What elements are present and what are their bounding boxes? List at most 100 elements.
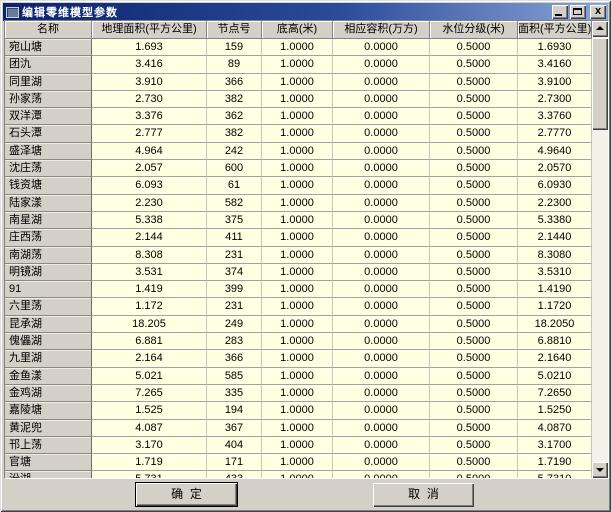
value-cell[interactable]: 0.5000 [430,315,518,334]
value-cell[interactable]: 0.0000 [333,211,430,230]
value-cell[interactable]: 1.0000 [262,298,333,316]
row-name-cell[interactable]: 南星湖 [5,211,92,230]
value-cell[interactable]: 2.164 [92,350,207,368]
value-cell[interactable]: 0.0000 [333,229,430,247]
value-cell[interactable]: 366 [207,350,262,368]
value-cell[interactable]: 231 [207,298,262,316]
value-cell[interactable]: 0.0000 [333,142,430,161]
value-cell[interactable]: 0.5000 [430,108,518,126]
value-cell[interactable]: 1.0000 [262,384,333,403]
value-cell[interactable]: 1.5250 [518,402,592,420]
value-cell[interactable]: 159 [207,39,262,57]
value-cell[interactable]: 0.0000 [333,39,430,57]
value-cell[interactable]: 3.531 [92,263,207,282]
value-cell[interactable]: 1.0000 [262,246,333,264]
value-cell[interactable]: 0.0000 [333,436,430,455]
value-cell[interactable]: 399 [207,281,262,299]
value-cell[interactable]: 6.8810 [518,333,592,351]
value-cell[interactable]: 0.5000 [430,454,518,472]
scroll-down-button[interactable] [592,462,608,478]
value-cell[interactable]: 2.7300 [518,90,592,109]
value-cell[interactable]: 600 [207,160,262,178]
value-cell[interactable]: 0.5000 [430,229,518,247]
value-cell[interactable]: 382 [207,125,262,143]
row-name-cell[interactable]: 陆家漾 [5,194,92,212]
value-cell[interactable]: 3.9100 [518,73,592,91]
value-cell[interactable]: 4.964 [92,142,207,161]
ok-button[interactable]: 确 定 [135,482,238,507]
value-cell[interactable]: 7.2650 [518,384,592,403]
value-cell[interactable]: 0.5000 [430,402,518,420]
value-cell[interactable]: 433 [207,471,262,478]
value-cell[interactable]: 411 [207,229,262,247]
row-name-cell[interactable]: 沈庄荡 [5,160,92,178]
value-cell[interactable]: 1.0000 [262,160,333,178]
value-cell[interactable]: 0.5000 [430,177,518,195]
row-name-cell[interactable]: 金鸡湖 [5,384,92,403]
value-cell[interactable]: 6.881 [92,333,207,351]
value-cell[interactable]: 242 [207,142,262,161]
value-cell[interactable]: 0.0000 [333,281,430,299]
column-header-0[interactable]: 名称 [5,21,92,39]
value-cell[interactable]: 1.719 [92,454,207,472]
value-cell[interactable]: 362 [207,108,262,126]
row-name-cell[interactable]: 昆承湖 [5,315,92,334]
value-cell[interactable]: 0.5000 [430,333,518,351]
value-cell[interactable]: 366 [207,73,262,91]
value-cell[interactable]: 1.0000 [262,402,333,420]
row-name-cell[interactable]: 南湖荡 [5,246,92,264]
row-name-cell[interactable]: 宛山塘 [5,39,92,57]
value-cell[interactable]: 3.4160 [518,56,592,74]
value-cell[interactable]: 4.9640 [518,142,592,161]
value-cell[interactable]: 3.5310 [518,263,592,282]
app-icon[interactable] [6,6,19,18]
value-cell[interactable]: 1.0000 [262,56,333,74]
value-cell[interactable]: 0.5000 [430,194,518,212]
value-cell[interactable]: 0.0000 [333,402,430,420]
row-name-cell[interactable]: 六里荡 [5,298,92,316]
value-cell[interactable]: 1.6930 [518,39,592,57]
value-cell[interactable]: 3.1700 [518,436,592,455]
value-cell[interactable]: 283 [207,333,262,351]
row-name-cell[interactable]: 傀儡湖 [5,333,92,351]
value-cell[interactable]: 0.5000 [430,471,518,478]
row-name-cell[interactable]: 嘉陵塘 [5,402,92,420]
value-cell[interactable]: 374 [207,263,262,282]
value-cell[interactable]: 3.3760 [518,108,592,126]
value-cell[interactable]: 375 [207,211,262,230]
value-cell[interactable]: 0.5000 [430,125,518,143]
row-name-cell[interactable]: 明镜湖 [5,263,92,282]
value-cell[interactable]: 0.5000 [430,211,518,230]
value-cell[interactable]: 1.0000 [262,90,333,109]
value-cell[interactable]: 1.0000 [262,125,333,143]
row-name-cell[interactable]: 黄泥兜 [5,419,92,437]
value-cell[interactable]: 0.5000 [430,436,518,455]
row-name-cell[interactable]: 盛泽塘 [5,142,92,161]
value-cell[interactable]: 1.4190 [518,281,592,299]
value-cell[interactable]: 367 [207,419,262,437]
column-header-2[interactable]: 节点号 [207,21,262,39]
value-cell[interactable]: 0.0000 [333,177,430,195]
value-cell[interactable]: 1.0000 [262,229,333,247]
value-cell[interactable]: 0.0000 [333,73,430,91]
value-cell[interactable]: 0.0000 [333,90,430,109]
column-header-1[interactable]: 地理面积(平方公里) [92,21,207,39]
value-cell[interactable]: 2.0570 [518,160,592,178]
value-cell[interactable]: 1.0000 [262,177,333,195]
value-cell[interactable]: 0.5000 [430,350,518,368]
value-cell[interactable]: 1.1720 [518,298,592,316]
column-header-4[interactable]: 相应容积(万方) [333,21,430,39]
row-name-cell[interactable]: 汾湖 [5,471,92,478]
row-name-cell[interactable]: 孙家荡 [5,90,92,109]
close-button[interactable]: x [590,5,606,19]
value-cell[interactable]: 1.693 [92,39,207,57]
value-cell[interactable]: 1.7190 [518,454,592,472]
value-cell[interactable]: 171 [207,454,262,472]
minimize-button[interactable] [552,5,568,19]
value-cell[interactable]: 1.0000 [262,211,333,230]
value-cell[interactable]: 1.0000 [262,281,333,299]
value-cell[interactable]: 1.0000 [262,39,333,57]
value-cell[interactable]: 194 [207,402,262,420]
value-cell[interactable]: 0.0000 [333,108,430,126]
value-cell[interactable]: 1.0000 [262,194,333,212]
